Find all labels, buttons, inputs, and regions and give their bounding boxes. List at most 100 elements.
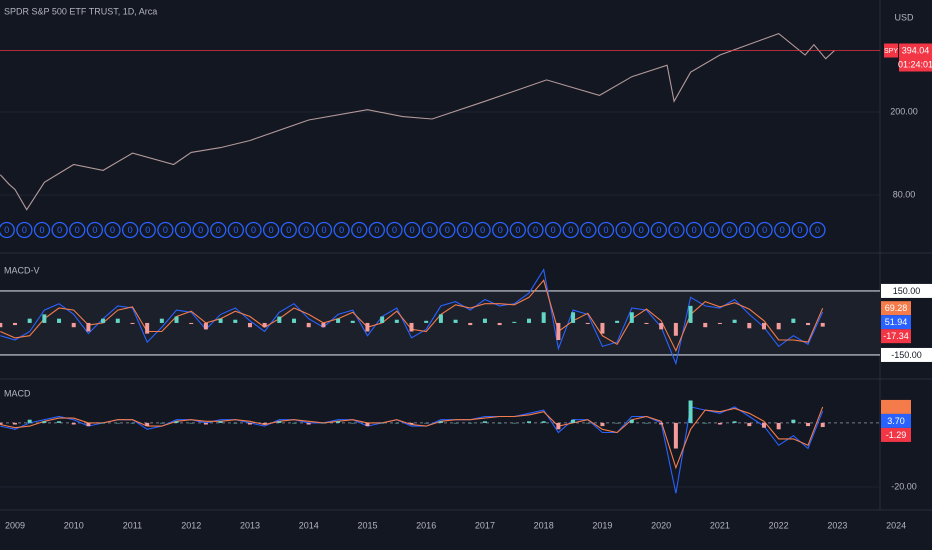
event-marker [368, 221, 386, 239]
histogram-bar [262, 322, 267, 328]
event-marker-label: 0 [39, 225, 44, 235]
x-tick-label: 2024 [886, 520, 906, 530]
event-marker [562, 221, 579, 239]
histogram-bar [482, 421, 487, 423]
histogram-bar [541, 421, 546, 423]
histogram-bar [292, 422, 297, 424]
histogram-bar [703, 422, 708, 424]
histogram-bar [174, 316, 179, 323]
histogram-bar [688, 400, 693, 423]
event-marker-label: 0 [515, 225, 520, 235]
histogram-bar [791, 318, 796, 323]
histogram-bar [820, 322, 825, 327]
histogram-bar [218, 421, 223, 423]
histogram-bar [42, 314, 47, 323]
histogram-bar [0, 422, 3, 425]
event-marker-label: 0 [128, 225, 133, 235]
event-marker-label: 0 [392, 225, 397, 235]
histogram-bar [218, 318, 223, 323]
event-marker-label: 0 [462, 225, 467, 235]
x-tick-label: 2012 [181, 520, 201, 530]
event-marker [474, 221, 491, 239]
histogram-bar [42, 421, 47, 423]
histogram-bar [350, 422, 355, 424]
event-marker [192, 221, 209, 239]
event-marker [809, 221, 826, 239]
event-marker-label: 0 [92, 225, 97, 235]
histogram-bar [203, 322, 208, 330]
event-marker [756, 221, 773, 239]
histogram-bar [761, 422, 766, 428]
x-tick-label: 2013 [240, 520, 260, 530]
content: 0 0 0 0 0 0 0 0 0 0 0 0 0 0 0 0 0 0 0 0 0 0 0 0 0 0 0 0 0 0 0 0 0 0 0 0 0 0 0 0… [0, 0, 932, 530]
histogram-bar [380, 316, 385, 323]
histogram-bar [130, 422, 135, 424]
histogram-bar [512, 422, 517, 424]
event-marker-label: 0 [815, 225, 820, 235]
event-marker [51, 221, 68, 239]
event-marker-label: 0 [427, 225, 432, 235]
event-marker-label: 0 [586, 225, 591, 235]
event-marker-label: 0 [57, 225, 62, 235]
histogram-bar [527, 421, 532, 423]
histogram-bar [350, 320, 355, 323]
histogram-bar [732, 421, 737, 423]
event-marker-label: 0 [145, 225, 150, 235]
histogram-bar [644, 422, 649, 424]
histogram-bar [336, 421, 341, 423]
pane [0, 268, 880, 366]
x-tick-label: 2010 [64, 520, 84, 530]
last-value-label: -1.29 [886, 430, 907, 440]
event-marker-label: 0 [269, 225, 274, 235]
histogram-bar [732, 319, 737, 323]
event-marker [650, 221, 667, 239]
event-marker-label: 0 [674, 225, 679, 235]
event-marker-label: 0 [410, 225, 415, 235]
histogram-bar [820, 422, 825, 428]
event-marker-label: 0 [4, 225, 9, 235]
event-marker [0, 221, 15, 239]
histogram-bar [321, 322, 326, 328]
event-marker [456, 221, 474, 239]
histogram-bar [203, 422, 208, 425]
event-marker [69, 221, 86, 239]
pane-title: MACD [4, 388, 31, 398]
histogram-bar [394, 422, 399, 424]
histogram-bar [27, 318, 32, 323]
last-value-label-bg [881, 427, 911, 442]
histogram-bar [527, 318, 532, 323]
symbol-label: SPY [884, 48, 898, 55]
histogram-bar [0, 322, 3, 328]
histogram-bar [673, 322, 678, 336]
histogram-bar [556, 422, 561, 430]
histogram-bar [159, 422, 164, 424]
event-marker [16, 221, 33, 239]
histogram-bar [791, 419, 796, 423]
x-tick-label: 2022 [769, 520, 789, 530]
event-marker [333, 221, 350, 239]
event-marker [174, 221, 192, 239]
histogram-bar [262, 422, 267, 425]
event-marker-label: 0 [656, 225, 661, 235]
histogram-bar [615, 422, 620, 424]
x-tick-label: 2016 [416, 520, 436, 530]
histogram-bar [233, 319, 238, 323]
histogram-bar [615, 320, 620, 323]
event-marker [791, 221, 808, 239]
price-line [0, 32, 835, 211]
x-tick-label: 2021 [710, 520, 730, 530]
event-marker [298, 221, 315, 239]
event-marker-label: 0 [233, 225, 238, 235]
histogram-bar [673, 422, 678, 449]
x-tick-label: 2018 [534, 520, 554, 530]
last-value-label-bg [881, 315, 911, 330]
event-marker [157, 221, 174, 239]
histogram-bar [394, 319, 399, 323]
histogram-bar [571, 419, 576, 423]
y-tick-label: 200.00 [890, 106, 918, 116]
last-value-label: 51.94 [885, 317, 908, 327]
histogram-bar [365, 322, 370, 332]
last-value-label: 69.28 [885, 303, 908, 313]
